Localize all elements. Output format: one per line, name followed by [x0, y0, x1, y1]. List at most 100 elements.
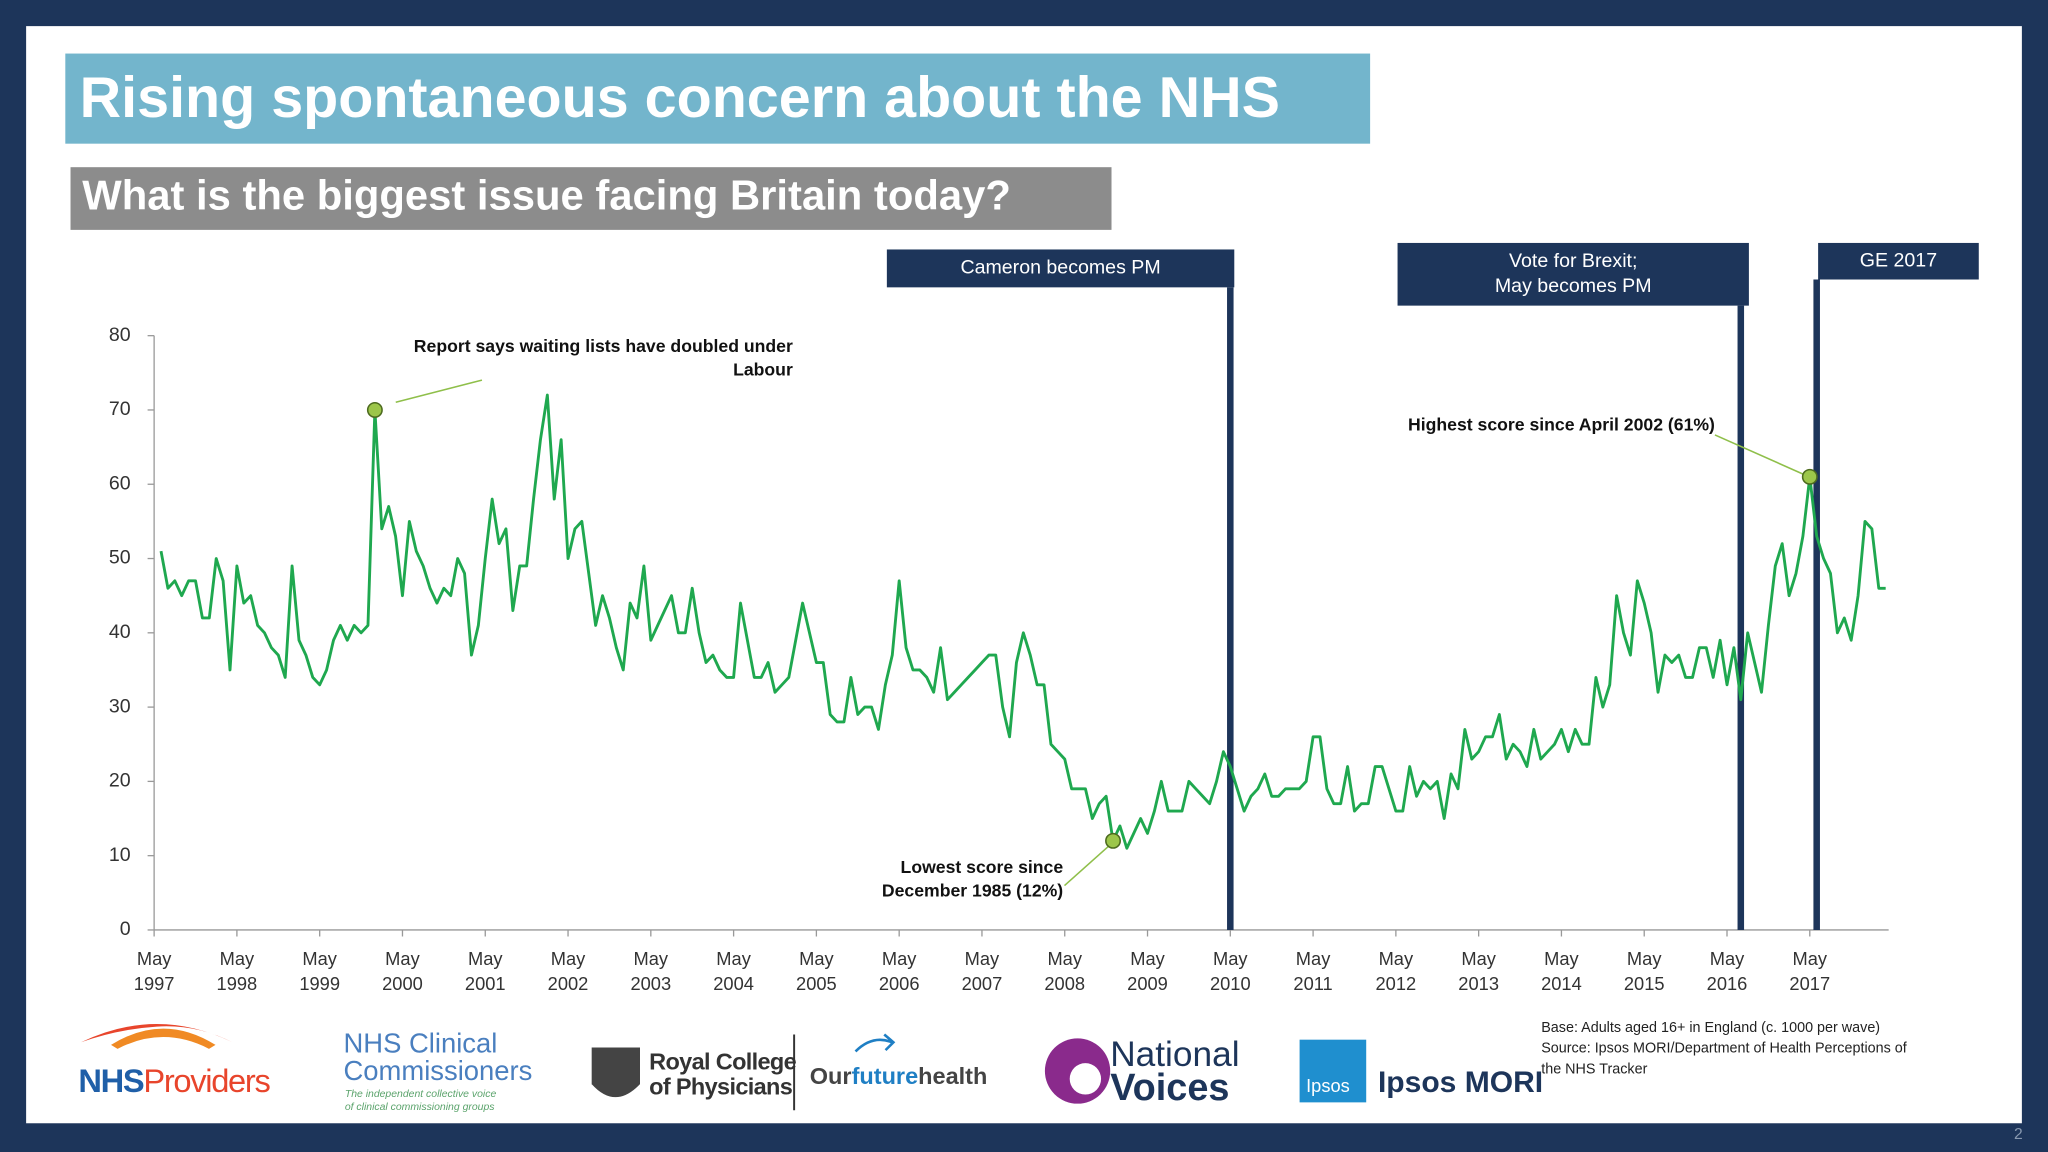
x-tick-label: May 2005: [796, 948, 837, 994]
annotation-text: Labour: [733, 360, 793, 380]
x-tick-label-box: May 2017: [1789, 948, 1831, 994]
event-box: [886, 249, 1235, 288]
x-tick-label: May 2010: [1209, 948, 1251, 994]
logo-text: of clinical commissioning groups: [345, 1102, 495, 1113]
logo-nhs-providers: NHSProviders: [78, 1062, 270, 1099]
x-tick-label-box: May 2004: [713, 948, 754, 994]
logo-text: Voices: [1110, 1067, 1229, 1109]
x-tick-label: May 2015: [1623, 948, 1665, 994]
x-tick-label: May 2012: [1375, 948, 1417, 994]
x-tick-label: May 2017: [1789, 948, 1831, 994]
x-tick-label-box: May 1998: [216, 948, 258, 994]
logo-text: health: [918, 1063, 987, 1089]
event-label: Cameron becomes PM: [960, 257, 1160, 279]
event-label: Vote for Brexit;: [1509, 250, 1637, 272]
subtitle-banner: [70, 167, 1112, 230]
footnote: Source: Ipsos MORI/Department of Health …: [1541, 1041, 1908, 1057]
logo-text: future: [852, 1063, 919, 1089]
x-tick-label-box: May 2016: [1706, 948, 1748, 994]
x-tick-label-box: May 2010: [1209, 948, 1251, 994]
x-tick-label-box: May 1999: [299, 948, 341, 994]
annotation-text: Report says waiting lists have doubled u…: [414, 336, 793, 356]
event-box: [1818, 242, 1979, 280]
x-tick-label: May 2000: [382, 948, 423, 994]
x-tick-label-box: May 2014: [1541, 948, 1582, 994]
y-tick-label: 50: [109, 547, 131, 569]
logo-text: of Physicians: [649, 1074, 793, 1100]
x-tick-label: May 2003: [630, 948, 672, 994]
y-tick-label: 10: [109, 844, 131, 866]
logo-text: NHS: [78, 1062, 144, 1099]
subtitle: What is the biggest issue facing Britain…: [82, 172, 1011, 219]
annotation-text: Highest score since April 2002 (61%): [1408, 414, 1715, 434]
logo-text: The independent collective voice: [345, 1089, 497, 1100]
x-tick-label: May 2013: [1458, 948, 1499, 994]
logo-badge: [1299, 1039, 1367, 1103]
x-tick-label-box: May 2001: [464, 948, 506, 994]
annotation-leader: [1063, 841, 1114, 887]
annotation-text: December 1985 (12%): [882, 881, 1063, 901]
logo-our-future-health: Ourfuturehealth: [810, 1063, 988, 1089]
highlight-point: [1105, 832, 1121, 849]
footnote: the NHS Tracker: [1541, 1062, 1647, 1078]
x-tick-label: May 1997: [133, 948, 175, 994]
plot: 0 10 20 30 40 50 60 70 80 May 1997 May 1998 May 199…: [109, 242, 1979, 994]
logo-text: Our: [810, 1063, 852, 1089]
y-tick-label: 20: [109, 770, 131, 792]
logo-text: Royal College: [649, 1049, 796, 1075]
event-label: May becomes PM: [1495, 275, 1652, 297]
y-tick-label: 80: [109, 324, 131, 346]
logo-mark: [1069, 1063, 1102, 1095]
x-tick-label-box: May 2015: [1623, 948, 1665, 994]
y-tick-label: 60: [109, 472, 131, 494]
annotation-text: Lowest score since: [901, 857, 1064, 877]
x-tick-label: May 2014: [1541, 948, 1582, 994]
x-tick-label: May 2001: [464, 948, 506, 994]
x-tick-label: May 2004: [713, 948, 754, 994]
y-tick-label: 0: [120, 918, 131, 940]
x-tick-label-box: May 2006: [878, 948, 920, 994]
logo-text: National: [1110, 1035, 1239, 1074]
footer: NHSProviders NHS Clinical Commissioners …: [78, 1020, 2022, 1143]
data-line: [159, 393, 1886, 850]
x-tick-label-box: May 2003: [630, 948, 672, 994]
x-tick-label: May 2016: [1706, 948, 1748, 994]
event-label: GE 2017: [1860, 249, 1937, 271]
y-tick-label: 70: [109, 398, 131, 420]
x-tick-label-box: May 2013: [1458, 948, 1499, 994]
logo-text: Commissioners: [344, 1055, 533, 1086]
logo-text: NHS Clinical: [344, 1028, 498, 1059]
logo-crest: [591, 1047, 640, 1098]
logo-text: Ipsos: [1306, 1075, 1350, 1096]
x-tick-label-box: May 2005: [796, 948, 837, 994]
x-tick-label: May 1998: [216, 948, 258, 994]
logo-swoosh: [111, 1028, 216, 1049]
x-tick-label-box: May 2007: [961, 948, 1003, 994]
logo-text: Providers: [143, 1062, 270, 1099]
highlight-point: [1801, 468, 1818, 485]
highlight-point: [366, 401, 383, 418]
annotation-leader: [1714, 434, 1810, 478]
x-tick-label: May 2007: [961, 948, 1003, 994]
logo-swoosh: [80, 1024, 233, 1043]
title-banner: [65, 53, 1371, 144]
x-tick-label: May 2009: [1127, 948, 1168, 994]
y-tick-label: 30: [109, 695, 131, 717]
x-tick-label-box: May 2011: [1293, 948, 1332, 994]
logo-text: Ipsos MORI: [1378, 1066, 1543, 1099]
x-tick-label: May 2008: [1044, 948, 1086, 994]
page-number: 2: [2014, 1126, 2023, 1143]
x-tick-label-box: May 2008: [1044, 948, 1086, 994]
x-tick-label: May 2006: [878, 948, 920, 994]
event-box: [1397, 242, 1749, 306]
y-tick-label: 40: [109, 621, 131, 643]
x-tick-label-box: May 2002: [547, 948, 589, 994]
x-tick-label-box: May 2000: [382, 948, 423, 994]
footnote: Base: Adults aged 16+ in England (c. 100…: [1541, 1020, 1880, 1036]
annotation-leader: [395, 379, 483, 404]
logo-arrow: [854, 1033, 896, 1053]
x-tick-label: May 2002: [547, 948, 589, 994]
x-tick-label: May 1999: [299, 948, 341, 994]
x-tick-label-box: May 2012: [1375, 948, 1417, 994]
